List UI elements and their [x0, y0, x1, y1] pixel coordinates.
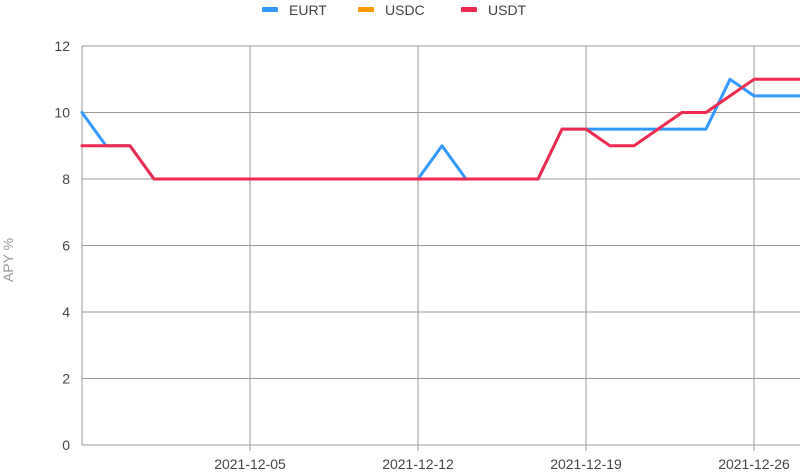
y-tick-label: 4 [62, 304, 70, 320]
series-lines [80, 77, 800, 181]
legend-swatch-usdc[interactable] [358, 7, 374, 12]
legend: EURT USDC USDT [262, 2, 527, 18]
y-tick-label: 12 [54, 38, 70, 54]
y-tick-label: 2 [62, 371, 70, 387]
legend-label-usdc[interactable]: USDC [385, 2, 425, 18]
y-gridlines [82, 45, 800, 446]
x-axis-ticks: 2021-12-05 2021-12-12 2021-12-19 2021-12-26 [214, 456, 790, 472]
y-axis-ticks: 0 2 4 6 8 10 12 [54, 38, 70, 453]
x-tick-label: 2021-12-26 [718, 456, 790, 472]
series-line-usdt [80, 77, 800, 181]
y-axis-label: APY % [0, 238, 16, 282]
legend-swatch-eurt[interactable] [262, 7, 278, 12]
series-line-eurt [80, 77, 800, 181]
legend-label-usdt[interactable]: USDT [488, 2, 527, 18]
x-tick-label: 2021-12-05 [214, 456, 286, 472]
x-gridlines [81, 46, 755, 451]
legend-swatch-usdt[interactable] [461, 7, 477, 12]
y-tick-label: 6 [62, 238, 70, 254]
x-tick-label: 2021-12-19 [550, 456, 622, 472]
y-tick-label: 0 [62, 437, 70, 453]
y-tick-label: 10 [54, 105, 70, 121]
x-tick-label: 2021-12-12 [382, 456, 454, 472]
y-tick-label: 8 [62, 171, 70, 187]
legend-label-eurt[interactable]: EURT [289, 2, 327, 18]
